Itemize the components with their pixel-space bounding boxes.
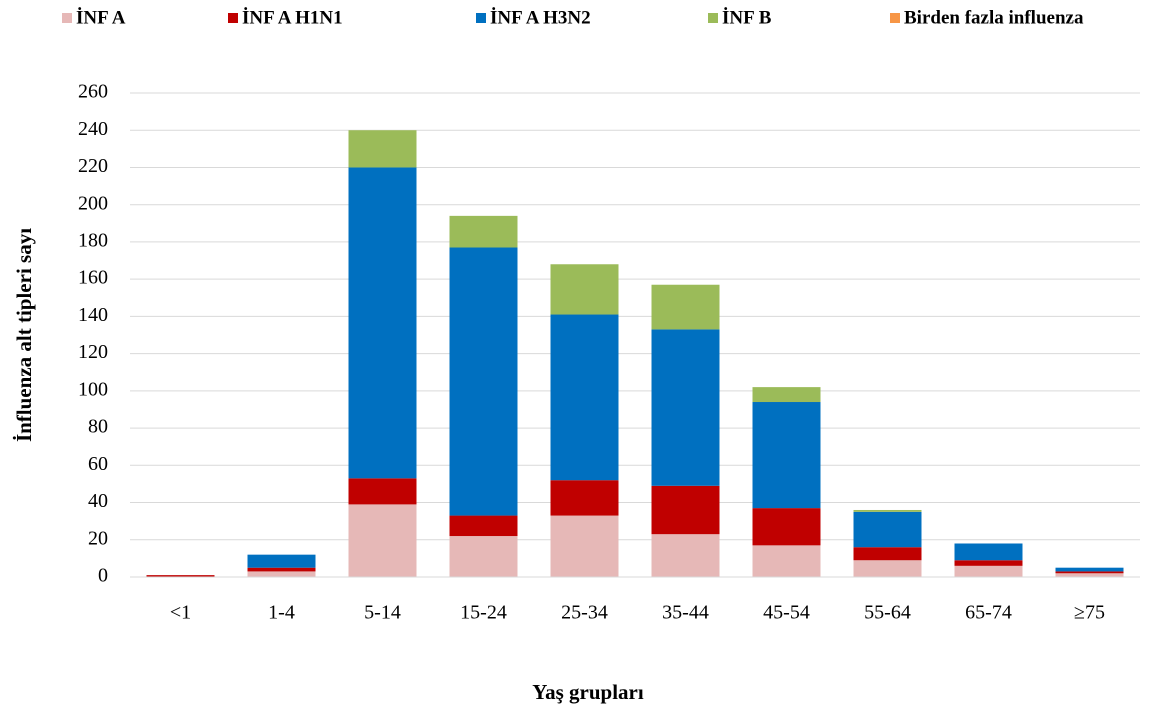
bar-segment (449, 515, 518, 537)
bar-segment (550, 264, 619, 315)
bar-segment (954, 560, 1023, 566)
x-tick-label: 5-14 (364, 602, 401, 624)
y-tick-label: 60 (88, 453, 108, 475)
bar-segment (954, 543, 1023, 561)
x-tick-label: 55-64 (864, 602, 911, 624)
legend-label: Birden fazla influenza (904, 7, 1084, 28)
y-tick-label: 40 (88, 490, 108, 512)
bar-segment (550, 314, 619, 481)
bar-segment (651, 534, 720, 577)
bar-segment (954, 565, 1023, 577)
bar-segment (752, 402, 821, 509)
bar-segment (853, 547, 922, 561)
bar-segment (348, 130, 417, 168)
x-tick-label: <1 (170, 602, 191, 624)
bar-segment (550, 515, 619, 577)
y-tick-label: 160 (78, 267, 108, 289)
y-tick-label: 100 (78, 378, 108, 400)
legend-label: İNF A H1N1 (242, 7, 343, 28)
legend-label: İNF A (76, 7, 126, 28)
legend-marker (890, 13, 900, 23)
y-axis-title: İnfluenza alt tipleri sayı (12, 228, 36, 442)
bar-segment (247, 554, 316, 568)
bar-segment (146, 575, 215, 577)
bar-segment (449, 536, 518, 577)
bar-segment (348, 167, 417, 479)
x-tick-label: 15-24 (460, 602, 507, 624)
bar-segment (348, 504, 417, 577)
bar-segment (752, 508, 821, 546)
bar-segment (449, 247, 518, 516)
bar-segment (550, 480, 619, 516)
bar-segment (651, 284, 720, 330)
legend-label: İNF B (722, 7, 772, 28)
bar-segment (853, 509, 922, 512)
legend-label: İNF A H3N2 (490, 7, 591, 28)
y-tick-label: 20 (88, 527, 108, 549)
bar-segment (853, 511, 922, 548)
x-tick-label: 35-44 (662, 602, 709, 624)
y-tick-label: 180 (78, 230, 108, 252)
bar-segment (651, 329, 720, 486)
legend-marker (228, 13, 238, 23)
bar-segment (247, 567, 316, 572)
y-tick-label: 0 (98, 565, 108, 587)
bar-segment (1055, 567, 1124, 572)
y-tick-label: 260 (78, 81, 108, 103)
y-tick-label: 120 (78, 341, 108, 363)
bar-segment (752, 545, 821, 577)
y-tick-label: 80 (88, 416, 108, 438)
bar-segment (449, 215, 518, 248)
bar-segment (247, 571, 316, 577)
x-tick-label: 25-34 (561, 602, 608, 624)
x-axis-title: Yaş grupları (532, 680, 644, 704)
y-tick-label: 240 (78, 118, 108, 140)
y-tick-label: 140 (78, 304, 108, 326)
bar-segment (853, 560, 922, 577)
legend-marker (708, 13, 718, 23)
y-tick-label: 220 (78, 155, 108, 177)
bar-segment (752, 387, 821, 403)
y-tick-label: 200 (78, 192, 108, 214)
x-tick-label: ≥75 (1074, 602, 1105, 624)
bar-segment (651, 485, 720, 535)
bar-segment (348, 478, 417, 505)
x-tick-label: 1-4 (268, 602, 295, 624)
legend-marker (62, 13, 72, 23)
bar-segment (1055, 573, 1124, 577)
legend-marker (476, 13, 486, 23)
bar-segment (1055, 571, 1124, 574)
x-tick-label: 65-74 (965, 602, 1012, 624)
x-tick-label: 45-54 (763, 602, 810, 624)
